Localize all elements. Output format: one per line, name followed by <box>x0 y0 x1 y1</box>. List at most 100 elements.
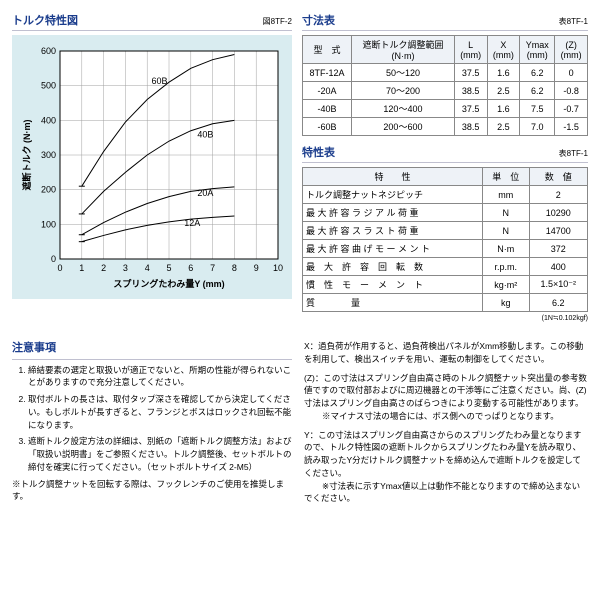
chart-fig-label: 図8TF-2 <box>263 16 292 27</box>
table-row: -60B200～60038.52.57.0-1.5 <box>303 118 588 136</box>
dim-cell: 37.5 <box>454 100 487 118</box>
dim-cell: 8TF-12A <box>303 64 352 82</box>
dim-cell: 2.5 <box>487 118 520 136</box>
keynote: X：過負荷が作用すると、過負荷検出パネルがXmm移動します。この移動を利用して、… <box>304 340 588 366</box>
dim-cell: 50～120 <box>352 64 455 82</box>
svg-text:6: 6 <box>188 263 193 273</box>
dim-cell: 6.2 <box>520 82 555 100</box>
dim-cell: -20A <box>303 82 352 100</box>
dim-title: 寸法表 <box>302 12 335 28</box>
svg-text:20A: 20A <box>197 188 213 198</box>
table-row: 8TF-12A50～12037.51.66.20 <box>303 64 588 82</box>
chart-title: トルク特性図 <box>12 12 78 28</box>
svg-text:600: 600 <box>41 46 56 56</box>
char-cell: 6.2 <box>529 294 587 312</box>
char-cell: 372 <box>529 240 587 258</box>
char-title: 特性表 <box>302 144 335 160</box>
char-cell: 最 大 許 容 曲 げ モ ー メ ン ト <box>303 240 483 258</box>
char-cell: kg <box>482 294 529 312</box>
svg-text:7: 7 <box>210 263 215 273</box>
notes-block: 注意事項 締結要素の選定と取扱いが適正でないと、所期の性能が得られないことがあり… <box>12 340 292 511</box>
dim-cell: 1.6 <box>487 100 520 118</box>
note-item: 遮断トルク設定方法の詳細は、別紙の「遮断トルク調整方法」および「取扱い説明書」を… <box>28 435 292 473</box>
table-row: トルク調整ナットネジピッチmm2 <box>303 186 588 204</box>
char-cell: mm <box>482 186 529 204</box>
svg-text:400: 400 <box>41 115 56 125</box>
svg-text:500: 500 <box>41 81 56 91</box>
char-cell: 最 大 許 容 ス ラ ス ト 荷 重 <box>303 222 483 240</box>
char-block: 特性表 表8TF-1 特 性単 位数 値トルク調整ナットネジピッチmm2最 大 … <box>302 144 588 322</box>
chart-column: トルク特性図 図8TF-2 01234567891001002003004005… <box>12 12 292 330</box>
svg-text:40B: 40B <box>197 130 213 140</box>
char-cell: r.p.m. <box>482 258 529 276</box>
char-cell: 質 量 <box>303 294 483 312</box>
char-cell: 最 大 許 容 回 転 数 <box>303 258 483 276</box>
char-cell: トルク調整ナットネジピッチ <box>303 186 483 204</box>
dim-cell: 0 <box>555 64 588 82</box>
dim-cell: -1.5 <box>555 118 588 136</box>
dim-cell: 70～200 <box>352 82 455 100</box>
dim-cell: -60B <box>303 118 352 136</box>
notes-asterisk: ※トルク調整ナットを回転する際は、フックレンチのご使用を推奨します。 <box>12 478 292 504</box>
table-row: 質 量kg6.2 <box>303 294 588 312</box>
note-item: 締結要素の選定と取扱いが適正でないと、所期の性能が得られないことがありますので充… <box>28 364 292 390</box>
char-cell: N <box>482 222 529 240</box>
dim-cell: -40B <box>303 100 352 118</box>
dimension-table: 型 式遮断トルク調整範囲(N·m)L(mm)X(mm)Ymax(mm)(Z)(m… <box>302 35 588 136</box>
svg-text:遮断トルク (N·m): 遮断トルク (N·m) <box>21 120 32 191</box>
top-row: トルク特性図 図8TF-2 01234567891001002003004005… <box>12 12 588 330</box>
char-header: 数 値 <box>529 168 587 186</box>
char-footnote: (1N≒0.102kgf) <box>302 314 588 322</box>
dim-heading: 寸法表 表8TF-1 <box>302 12 588 31</box>
dim-cell: 200～600 <box>352 118 455 136</box>
char-fig-label: 表8TF-1 <box>559 148 588 159</box>
dim-cell: -0.8 <box>555 82 588 100</box>
dim-fig-label: 表8TF-1 <box>559 16 588 27</box>
tables-column: 寸法表 表8TF-1 型 式遮断トルク調整範囲(N·m)L(mm)X(mm)Ym… <box>302 12 588 330</box>
dim-header: Ymax(mm) <box>520 36 555 64</box>
chart-box: 012345678910010020030040050060060B40B20A… <box>12 35 292 299</box>
table-row: 最 大 許 容 ス ラ ス ト 荷 重N14700 <box>303 222 588 240</box>
table-row: 最 大 許 容 回 転 数r.p.m.400 <box>303 258 588 276</box>
dim-cell: 6.2 <box>520 64 555 82</box>
dim-header: (Z)(mm) <box>555 36 588 64</box>
dim-block: 寸法表 表8TF-1 型 式遮断トルク調整範囲(N·m)L(mm)X(mm)Ym… <box>302 12 588 136</box>
dim-cell: 1.6 <box>487 64 520 82</box>
keynote: Y：この寸法はスプリング自由高さからのスプリングたわみ量となりますので、トルク特… <box>304 429 588 506</box>
bottom-row: 注意事項 締結要素の選定と取扱いが適正でないと、所期の性能が得られないことがあり… <box>12 340 588 511</box>
torque-chart: 012345678910010020030040050060060B40B20A… <box>18 45 286 293</box>
dim-header: 型 式 <box>303 36 352 64</box>
dim-header: L(mm) <box>454 36 487 64</box>
table-row: -20A70～20038.52.56.2-0.8 <box>303 82 588 100</box>
svg-text:0: 0 <box>57 263 62 273</box>
keynote: (Z)：この寸法はスプリング自由高さ時のトルク調整ナット突出量の参考数値ですので… <box>304 372 588 423</box>
svg-text:9: 9 <box>254 263 259 273</box>
svg-text:300: 300 <box>41 150 56 160</box>
table-row: -40B120～40037.51.67.5-0.7 <box>303 100 588 118</box>
table-row: 最 大 許 容 ラ ジ ア ル 荷 重N10290 <box>303 204 588 222</box>
dim-cell: 7.0 <box>520 118 555 136</box>
table-row: 最 大 許 容 曲 げ モ ー メ ン トN·m372 <box>303 240 588 258</box>
char-cell: 最 大 許 容 ラ ジ ア ル 荷 重 <box>303 204 483 222</box>
keynotes-block: X：過負荷が作用すると、過負荷検出パネルがXmm移動します。この移動を利用して、… <box>304 340 588 511</box>
svg-text:8: 8 <box>232 263 237 273</box>
char-cell: N <box>482 204 529 222</box>
svg-text:100: 100 <box>41 219 56 229</box>
svg-text:0: 0 <box>51 254 56 264</box>
svg-text:2: 2 <box>101 263 106 273</box>
char-cell: N·m <box>482 240 529 258</box>
char-heading: 特性表 表8TF-1 <box>302 144 588 163</box>
svg-text:1: 1 <box>79 263 84 273</box>
dim-cell: 38.5 <box>454 82 487 100</box>
chart-heading: トルク特性図 図8TF-2 <box>12 12 292 31</box>
svg-text:200: 200 <box>41 185 56 195</box>
svg-text:スプリングたわみ量Y (mm): スプリングたわみ量Y (mm) <box>113 278 224 289</box>
char-cell: 慣 性 モ ー メ ン ト <box>303 276 483 294</box>
char-cell: 2 <box>529 186 587 204</box>
svg-text:60B: 60B <box>152 76 168 86</box>
dim-cell: -0.7 <box>555 100 588 118</box>
dim-cell: 38.5 <box>454 118 487 136</box>
notes-title: 注意事項 <box>12 340 292 360</box>
char-cell: 10290 <box>529 204 587 222</box>
svg-text:5: 5 <box>166 263 171 273</box>
